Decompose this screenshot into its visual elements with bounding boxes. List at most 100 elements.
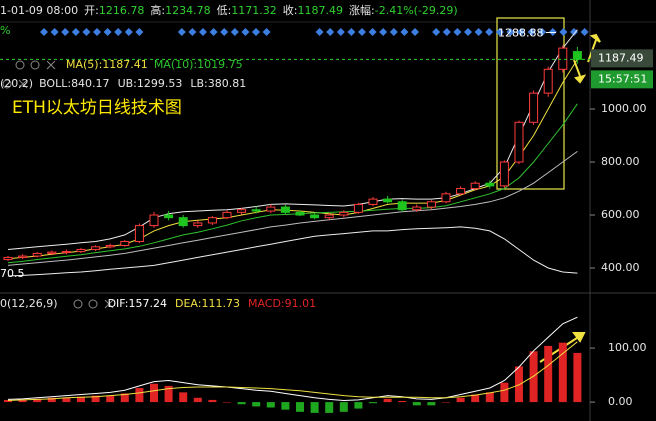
signal-diamond: [517, 28, 525, 36]
macd-bar: [106, 395, 115, 403]
legend-value: 1299.53: [137, 77, 183, 90]
signal-diamond: [262, 28, 271, 36]
y-tick-label: 800.00: [601, 155, 640, 168]
indicator-prefix: 0(12,26,9): [0, 297, 58, 310]
candle-body: [529, 92, 539, 123]
badge: %: [0, 24, 10, 37]
indicator-line: [7, 226, 578, 277]
signal-diamond: [326, 28, 335, 36]
field-value: 1187.49: [298, 4, 344, 17]
candle-body: [543, 68, 553, 94]
macd-bar: [193, 397, 202, 403]
signal-diamond: [358, 28, 366, 36]
signal-diamond: [209, 28, 218, 36]
macd-bar: [179, 392, 188, 403]
candle-body: [76, 248, 86, 253]
signal-diamond: [464, 28, 472, 36]
last-price-box: [591, 49, 653, 68]
field-value: -2.41%(-29.29): [375, 4, 458, 17]
candle-body: [120, 241, 130, 246]
field-label: 涨幅:: [349, 4, 375, 17]
candle-body: [485, 182, 495, 187]
candle-body: [412, 206, 422, 211]
legend-value: 91.01: [285, 297, 317, 310]
candle-body: [134, 225, 144, 243]
candle-body: [470, 182, 480, 190]
legend-value: 157.24: [128, 297, 167, 310]
hide-icon: [2, 79, 12, 89]
signal-diamond: [432, 28, 441, 36]
candle-body: [32, 252, 42, 257]
high-marker: 1288.88: [498, 26, 544, 39]
close-icon: [104, 299, 114, 309]
indicator-line: [7, 59, 578, 260]
candle-body: [426, 201, 436, 208]
candle-body: [368, 198, 378, 205]
candle-body: [353, 203, 363, 213]
signal-diamond: [474, 28, 483, 36]
indicator-line: [7, 150, 578, 266]
signal-diamond: [485, 28, 494, 36]
candle-body: [222, 211, 232, 219]
candle-body: [383, 198, 393, 203]
candle-body: [266, 206, 276, 212]
macd-bar: [237, 402, 246, 405]
macd-bar: [296, 402, 304, 412]
candle-body: [18, 255, 28, 258]
macd-bar: [4, 399, 12, 403]
signal-diamond: [453, 28, 462, 36]
macd-line: [7, 341, 578, 401]
y-tick-label: 1000.00: [601, 102, 647, 115]
macd-bar: [164, 385, 173, 403]
macd-bar: [150, 383, 158, 403]
legend-name: BOLL:: [39, 77, 71, 90]
macd-bar: [77, 396, 85, 403]
candle-body: [207, 217, 217, 224]
signal-diamond: [241, 28, 250, 36]
signal-diamond: [538, 28, 547, 36]
signal-diamond: [570, 28, 578, 36]
candle-body: [324, 214, 334, 219]
candle-body: [339, 211, 349, 216]
signal-diamond: [220, 28, 229, 36]
macd-bar: [252, 402, 261, 407]
candle-body: [237, 209, 247, 213]
legend-value: 840.17: [71, 77, 110, 90]
macd-bar: [369, 402, 377, 404]
candle-body: [3, 256, 13, 261]
signal-diamond: [124, 28, 133, 36]
highlight-box: [496, 17, 565, 190]
field-label: 收:: [283, 3, 298, 17]
signal-diamond: [188, 28, 197, 36]
legend-name: MA(5):: [66, 58, 102, 71]
hide-icon: [30, 60, 40, 70]
macd-bar: [33, 398, 42, 403]
candle-body: [149, 214, 159, 227]
signal-diamond: [347, 28, 356, 36]
field-value: 1234.78: [165, 4, 211, 17]
y-tick-label: 100.00: [608, 341, 647, 354]
signal-diamond: [177, 28, 186, 36]
macd-bar: [354, 402, 363, 409]
signal-diamond: [379, 28, 388, 36]
field-label: 开:: [84, 4, 99, 17]
macd-bar: [18, 399, 27, 403]
legend-name: MACD:: [248, 297, 285, 310]
setting-icon: [73, 299, 83, 309]
close-icon: [46, 60, 56, 70]
low-marker: 70.5: [0, 267, 25, 280]
macd-bar: [398, 401, 407, 403]
y-tick-label: 400.00: [601, 261, 640, 274]
signal-diamond: [50, 28, 59, 36]
legend-value: 1019.75: [197, 58, 243, 71]
signal-diamond: [252, 28, 260, 36]
candle-body: [178, 217, 188, 227]
macd-bar: [120, 393, 129, 403]
macd-line: [7, 316, 578, 402]
legend-name: MA(10):: [154, 58, 197, 71]
macd-bar: [91, 395, 100, 403]
legend-name: DEA:: [175, 297, 201, 310]
y-tick-label: 600.00: [601, 208, 640, 221]
candle-body: [441, 193, 451, 203]
